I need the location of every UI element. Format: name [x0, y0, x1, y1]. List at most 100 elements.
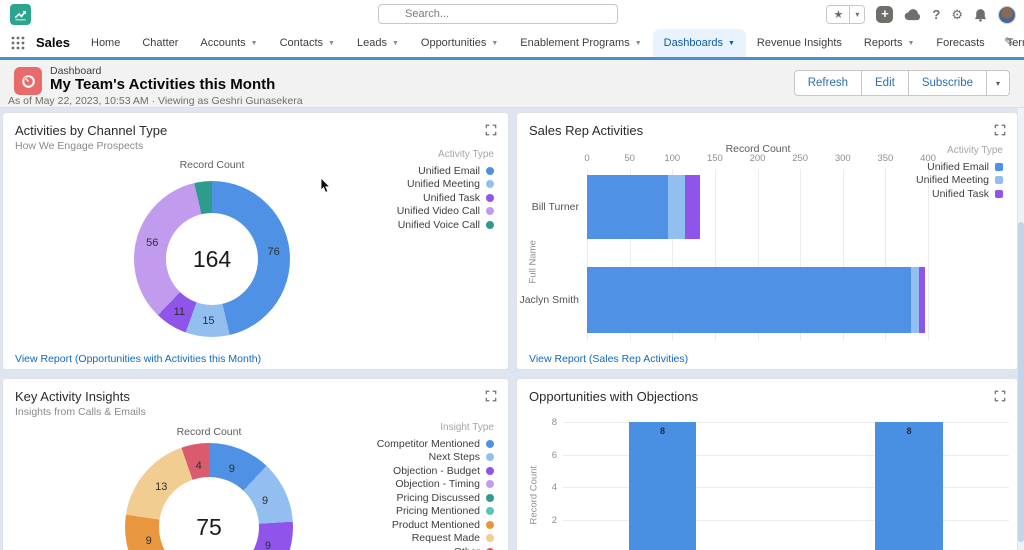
expand-icon[interactable] — [993, 123, 1007, 137]
grid-line — [563, 519, 1009, 521]
donut-slice-label: 9 — [145, 535, 152, 548]
legend-marker — [486, 480, 494, 489]
subscribe-button[interactable]: Subscribe — [907, 70, 987, 96]
bar — [629, 422, 696, 550]
dashboard-gauge-icon — [14, 67, 42, 95]
legend-label: Pricing Discussed — [396, 491, 480, 504]
donut-slice-label: 4 — [195, 459, 202, 472]
widget-activities-by-channel: Activities by Channel Type How We Engage… — [2, 112, 509, 370]
help-icon[interactable]: ? — [932, 7, 941, 22]
nav-tab-dashboards[interactable]: Dashboards ▼ — [652, 29, 746, 57]
legend-label: Unified Video Call — [396, 205, 480, 218]
legend-item: Objection - Timing — [377, 478, 494, 492]
more-actions-caret-icon[interactable]: ▾ — [985, 70, 1010, 96]
edit-nav-pencil-icon[interactable]: ✎ — [1003, 35, 1014, 49]
legend-item: Pricing Mentioned — [377, 505, 494, 519]
grid-line — [629, 169, 631, 341]
donut-slice-label: 13 — [155, 481, 168, 494]
legend-item: Objection - Budget — [377, 464, 494, 478]
donut-slice-label: 15 — [202, 314, 215, 327]
legend-item: Request Made — [377, 532, 494, 546]
nav-tab-opportunities[interactable]: Opportunities ▼ — [410, 29, 509, 57]
user-avatar[interactable] — [998, 5, 1016, 24]
legend-rows: Unified Email Unified Meeting Unified Task — [916, 160, 1003, 201]
legend-item: Unified Email — [397, 164, 494, 178]
view-report-link[interactable]: View Report (Sales Rep Activities) — [529, 353, 689, 365]
scrollbar-track[interactable] — [1018, 108, 1024, 550]
legend-marker — [486, 193, 494, 202]
legend-marker — [486, 180, 494, 189]
favorites-caret-icon[interactable]: ▾ — [849, 6, 865, 23]
widget-subtitle: How We Engage Prospects — [15, 140, 144, 152]
legend-label: Unified Meeting — [916, 174, 989, 187]
edit-button[interactable]: Edit — [861, 70, 909, 96]
grid-line — [672, 169, 674, 341]
legend-title: Insight Type — [440, 422, 494, 433]
nav-tab-accounts[interactable]: Accounts ▼ — [189, 29, 268, 57]
view-report-link[interactable]: View Report (Opportunities with Activiti… — [15, 353, 262, 365]
nav-tab-leads[interactable]: Leads ▼ — [346, 29, 410, 57]
nav-tab-home[interactable]: Home — [80, 29, 131, 57]
nav-tab-forecasts[interactable]: Forecasts — [925, 29, 995, 57]
nav-tab-contacts[interactable]: Contacts ▼ — [269, 29, 346, 57]
expand-icon[interactable] — [993, 389, 1007, 403]
setup-gear-icon[interactable]: ⚙ — [951, 7, 963, 22]
category-label: Bill Turner — [531, 201, 579, 213]
grid-line — [563, 422, 1009, 423]
donut-hole: 164 — [166, 213, 258, 305]
chevron-down-icon: ▼ — [634, 40, 642, 47]
chevron-down-icon: ▼ — [328, 40, 335, 47]
expand-icon[interactable] — [484, 389, 498, 403]
widget-title: Key Activity Insights — [15, 389, 130, 404]
legend-item: Unified Voice Call — [397, 218, 494, 232]
bar-segment — [587, 175, 668, 239]
favorites-star-icon[interactable]: ★ — [827, 6, 850, 23]
donut-chart: 164 76 15 11 56 — [134, 181, 290, 337]
bar-value-label: 8 — [906, 426, 912, 436]
axis-tick-label: 100 — [664, 153, 681, 164]
nav-tab-chatter[interactable]: Chatter — [131, 29, 189, 57]
legend-rows: Unified Email Unified Meeting Unified Task… — [397, 164, 494, 232]
axis-tick-label: 300 — [834, 153, 851, 164]
legend-marker — [486, 547, 494, 550]
grid-line — [842, 169, 844, 341]
legend-item: Unified Email — [916, 160, 1003, 174]
legend-item: Unified Task — [397, 191, 494, 205]
chart-legend: Activity Type Unified Email Unified Meeti… — [397, 149, 494, 232]
refresh-button[interactable]: Refresh — [793, 70, 863, 96]
notifications-bell-icon[interactable] — [974, 8, 987, 22]
nav-tab-label: Revenue Insights — [756, 37, 842, 49]
chevron-down-icon: ▼ — [250, 40, 258, 47]
legend-label: Unified Voice Call — [397, 218, 480, 231]
widget-title: Sales Rep Activities — [529, 123, 644, 138]
bar-segment — [918, 267, 925, 333]
brand-app-icon[interactable] — [10, 4, 31, 25]
nav-tab-territory-planning[interactable]: Territory Planning — [996, 29, 1024, 57]
expand-icon[interactable] — [484, 123, 498, 137]
nav-tabs: Home Chatter Accounts ▼ Contacts ▼ Leads ▼ Oppor… — [80, 29, 1024, 57]
header-icons: ★ ▾ + ? ⚙ — [826, 4, 1016, 25]
legend-label: Objection - Budget — [393, 464, 480, 477]
nav-tab-revenue-insights[interactable]: Revenue Insights — [746, 29, 853, 57]
chevron-down-icon: ▼ — [491, 40, 499, 47]
axis-tick-label: 50 — [624, 153, 635, 164]
nav-tab-reports[interactable]: Reports ▼ — [853, 29, 925, 57]
grid-line — [714, 169, 716, 341]
quick-create-icon[interactable]: + — [876, 6, 894, 23]
app-launcher-waffle-icon[interactable] — [11, 36, 25, 50]
legend-marker — [995, 189, 1003, 198]
legend-label: Unified Task — [931, 187, 989, 200]
bar-segment — [910, 267, 919, 333]
nav-tab-label: Leads — [356, 37, 387, 49]
nav-accent-line — [0, 57, 1024, 60]
legend-marker — [995, 176, 1003, 185]
nav-tab-label: Reports — [863, 37, 903, 49]
scrollbar-thumb[interactable] — [1018, 222, 1024, 542]
nav-tab-enablement-programs[interactable]: Enablement Programs ▼ — [509, 29, 652, 57]
donut-slice-label: 9 — [262, 494, 269, 507]
widget-title: Activities by Channel Type — [15, 123, 168, 138]
cloud-icon[interactable] — [904, 8, 921, 21]
axis-tick-label: 150 — [706, 153, 723, 164]
search-input[interactable] — [378, 4, 618, 24]
page-title: My Team's Activities this Month — [50, 76, 276, 93]
